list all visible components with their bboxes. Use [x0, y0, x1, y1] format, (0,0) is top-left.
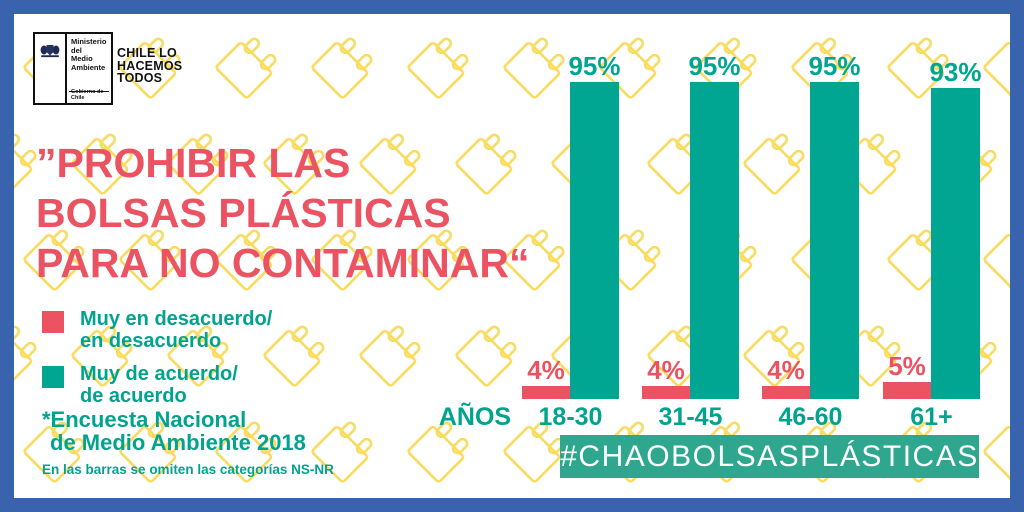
headline-quote: ”PROHIBIR LAS BOLSAS PLÁSTICAS PARA NO C…	[36, 138, 566, 288]
coat-of-arms-icon	[40, 45, 60, 58]
bar-agree	[810, 81, 859, 399]
hashtag-label: #CHAOBOLSASPLÁSTICAS	[560, 439, 979, 473]
bar-agree	[570, 81, 619, 399]
category-label: 46-60	[778, 403, 843, 431]
tagline-line: HACEMOS	[117, 58, 183, 73]
logo-right-column: Ministerio del Medio Ambiente Gobierno d…	[67, 34, 111, 103]
legend-item: Muy de acuerdo/ de acuerdo	[42, 363, 272, 407]
source-footnote: *Encuesta Nacional de Medio Ambiente 201…	[42, 407, 306, 455]
logo-left-column	[35, 34, 67, 103]
bar-value-label-disagree: 4%	[647, 354, 685, 385]
bar-disagree	[883, 382, 931, 399]
bar-value-label-agree: 93%	[929, 57, 982, 88]
bar-value-label-disagree: 4%	[527, 354, 565, 385]
bar-agree	[690, 81, 739, 399]
bar-value-label-agree: 95%	[808, 50, 861, 81]
category-label: 18-30	[538, 403, 603, 431]
footnote-line: de Medio Ambiente 2018	[50, 429, 306, 455]
footnote-line: *Encuesta Nacional	[42, 407, 247, 432]
legend-label-line: de acuerdo	[80, 384, 187, 407]
legend-label-line: Muy en desacuerdo/	[80, 308, 273, 330]
legend-swatch-disagree	[42, 311, 64, 333]
tagline-line: TODOS	[117, 71, 163, 85]
ministry-name-line: Ambiente	[71, 62, 106, 72]
legend: Muy en desacuerdo/ en desacuerdo Muy de …	[42, 308, 273, 407]
category-label: 61+	[910, 403, 953, 431]
legend-item: Muy en desacuerdo/ en desacuerdo	[42, 308, 273, 352]
bar-disagree	[522, 385, 570, 399]
government-name: Gobierno de Chile	[71, 89, 104, 101]
category-label: 31-45	[658, 403, 723, 431]
canvas: Ministerio del Medio Ambiente Gobierno d…	[14, 14, 1010, 498]
legend-label-line: Muy de acuerdo/	[80, 363, 238, 385]
bar-value-label-disagree: 5%	[888, 351, 926, 382]
bar-value-label-agree: 95%	[568, 50, 621, 81]
ministry-name-line: Ministerio del	[71, 37, 107, 55]
bar-chart: AÑOS 4% 95% 18-30 4% 95% 31-45 4% 95% 46-60 5% 93%…	[14, 14, 1010, 498]
quote-line: ”PROHIBIR LAS	[36, 140, 351, 186]
bar-disagree	[642, 385, 690, 399]
legend-swatch-agree	[42, 366, 64, 388]
hashtag-banner: #CHAOBOLSASPLÁSTICAS	[560, 435, 979, 478]
tagline: CHILE LO HACEMOS TODOS	[117, 47, 182, 85]
bar-disagree	[762, 385, 810, 399]
logo-divider	[69, 91, 109, 92]
omission-note: En las barras se omiten las categorías N…	[42, 462, 334, 477]
bar-value-label-disagree: 4%	[767, 354, 805, 385]
quote-line: BOLSAS PLÁSTICAS	[36, 190, 451, 236]
bar-agree	[931, 88, 980, 399]
ministry-logo: Ministerio del Medio Ambiente Gobierno d…	[33, 32, 113, 105]
legend-label-line: en desacuerdo	[80, 329, 222, 352]
x-axis-label: AÑOS	[438, 403, 512, 431]
ministry-name-line: Medio	[71, 54, 93, 63]
quote-line: PARA NO CONTAMINAR“	[36, 240, 530, 286]
bar-value-label-agree: 95%	[688, 50, 741, 81]
tagline-line: CHILE LO	[117, 46, 177, 60]
